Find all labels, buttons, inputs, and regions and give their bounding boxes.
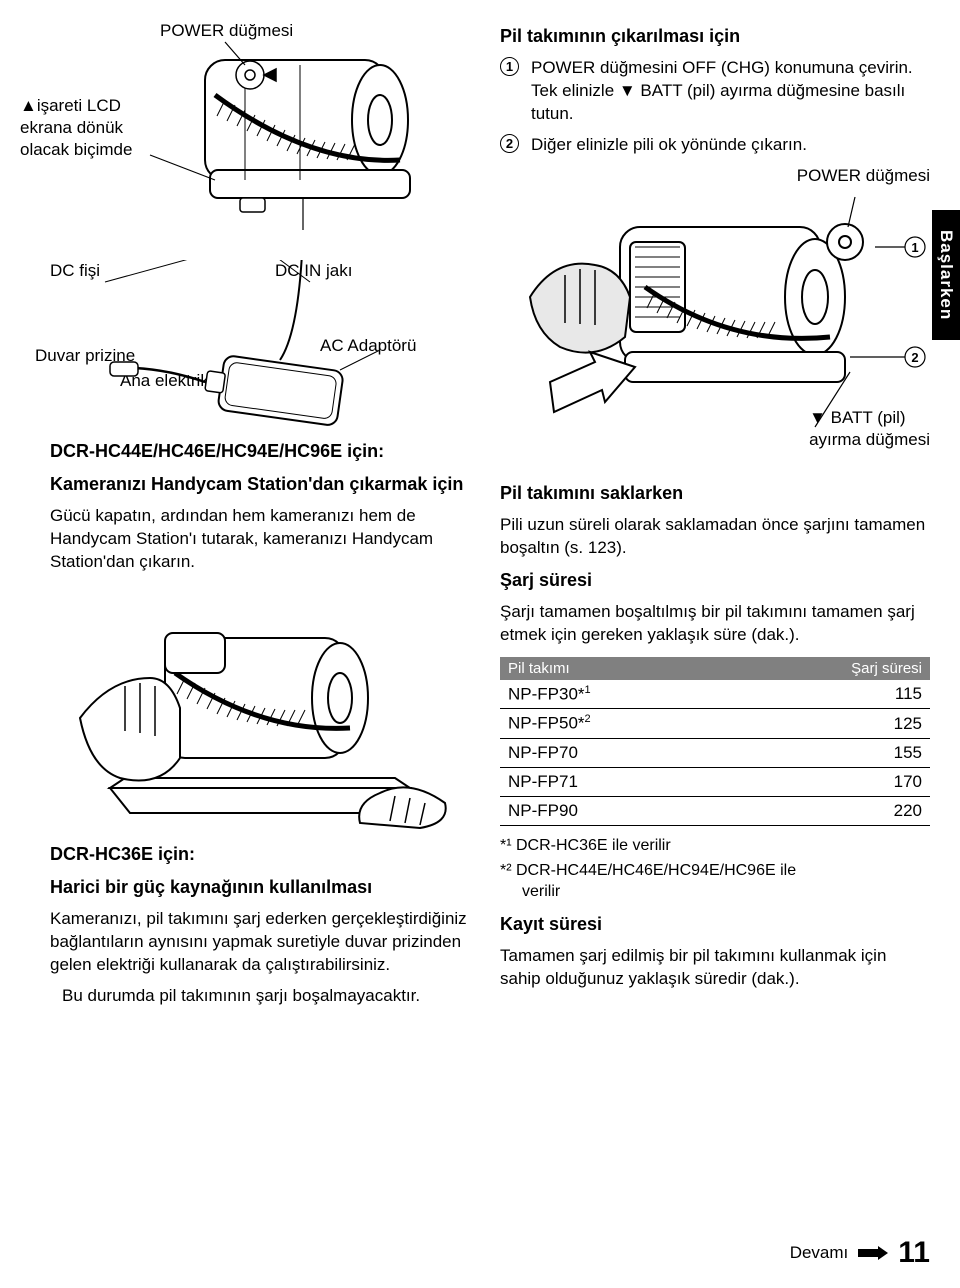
continue-arrow-icon — [858, 1246, 888, 1260]
battery-name: NP-FP70 — [500, 738, 729, 767]
charge-time: 155 — [729, 738, 930, 767]
footnote-1: *¹ DCR-HC36E ile verilir — [500, 836, 930, 857]
charge-col-1: Pil takımı — [500, 657, 729, 680]
page-number: 11 — [898, 1236, 930, 1270]
batt-release-label: ▼ BATT (pil) ayırma düğmesi — [809, 407, 930, 451]
table-row: NP-FP30*1115 — [500, 680, 930, 709]
charge-col-2: Şarj süresi — [729, 657, 930, 680]
hc36-para-b: Bu durumda pil takımının şarjı boşalmaya… — [50, 985, 470, 1008]
footnote-2: *² DCR-HC44E/HC46E/HC94E/HC96E ile veril… — [500, 861, 930, 903]
table-row: NP-FP50*2125 — [500, 709, 930, 739]
hc44-heading: DCR-HC44E/HC46E/HC94E/HC96E için: — [50, 441, 470, 462]
rec-heading: Kayıt süresi — [500, 914, 930, 935]
hc44-subheading: Kameranızı Handycam Station'dan çıkarmak… — [50, 474, 470, 495]
power-label-right: POWER düğmesi — [500, 165, 930, 187]
removal-title: Pil takımının çıkarılması için — [500, 26, 930, 47]
hc36-heading: DCR-HC36E için: — [50, 844, 470, 865]
handycam-station-diagram — [50, 578, 470, 838]
charge-text: Şarjı tamamen boşaltılmış bir pil takımı… — [500, 601, 930, 647]
step-1-num: 1 — [500, 57, 519, 76]
step-1-text: POWER düğmesini OFF (CHG) konumuna çevir… — [531, 57, 930, 126]
svg-text:1: 1 — [911, 240, 918, 255]
hc36-subheading: Harici bir güç kaynağının kullanılması — [50, 877, 470, 898]
hc36-para: Kameranızı, pil takımını şarj ederken ge… — [50, 908, 470, 977]
battery-name: NP-FP90 — [500, 796, 729, 825]
battery-name: NP-FP50*2 — [500, 709, 729, 739]
table-row: NP-FP90220 — [500, 796, 930, 825]
continue-bar: Devamı 11 — [790, 1236, 930, 1270]
hc44-para: Gücü kapatın, ardından hem kameranızı he… — [50, 505, 470, 574]
step-2-num: 2 — [500, 134, 519, 153]
charge-heading: Şarj süresi — [500, 570, 930, 591]
svg-text:2: 2 — [911, 350, 918, 365]
camcorder-top-diagram — [50, 20, 470, 260]
charge-time: 115 — [729, 680, 930, 709]
charge-time: 220 — [729, 796, 930, 825]
battery-name: NP-FP71 — [500, 767, 729, 796]
table-row: NP-FP71170 — [500, 767, 930, 796]
step-2-text: Diğer elinizle pili ok yönünde çıkarın. — [531, 134, 930, 157]
battery-name: NP-FP30*1 — [500, 680, 729, 709]
charge-table: Pil takımı Şarj süresi NP-FP30*1115NP-FP… — [500, 657, 930, 826]
store-text: Pili uzun süreli olarak saklamadan önce … — [500, 514, 930, 560]
store-heading: Pil takımını saklarken — [500, 483, 930, 504]
charge-time: 125 — [729, 709, 930, 739]
adapter-diagram — [50, 260, 470, 435]
charge-time: 170 — [729, 767, 930, 796]
section-tab: Başlarken — [932, 210, 960, 340]
continue-label: Devamı — [790, 1243, 849, 1263]
rec-text: Tamamen şarj edilmiş bir pil takımını ku… — [500, 945, 930, 991]
table-row: NP-FP70155 — [500, 738, 930, 767]
